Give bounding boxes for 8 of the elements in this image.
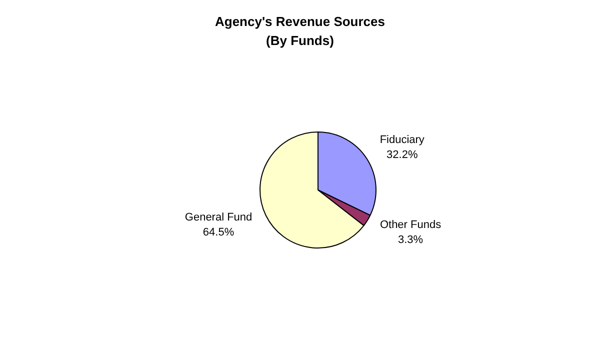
- slice-label: General Fund: [184, 212, 252, 224]
- slice-label: Other Funds: [380, 218, 442, 231]
- data-label: 3.3%: [398, 234, 424, 246]
- data-label: 64.5%: [202, 226, 234, 239]
- data-label: 32.2%: [386, 149, 418, 162]
- chart-title: Agency's Revenue Sources: [214, 13, 386, 31]
- chart-subtitle: (By Funds): [265, 32, 335, 50]
- slice-label: Fiduciary: [380, 134, 425, 146]
